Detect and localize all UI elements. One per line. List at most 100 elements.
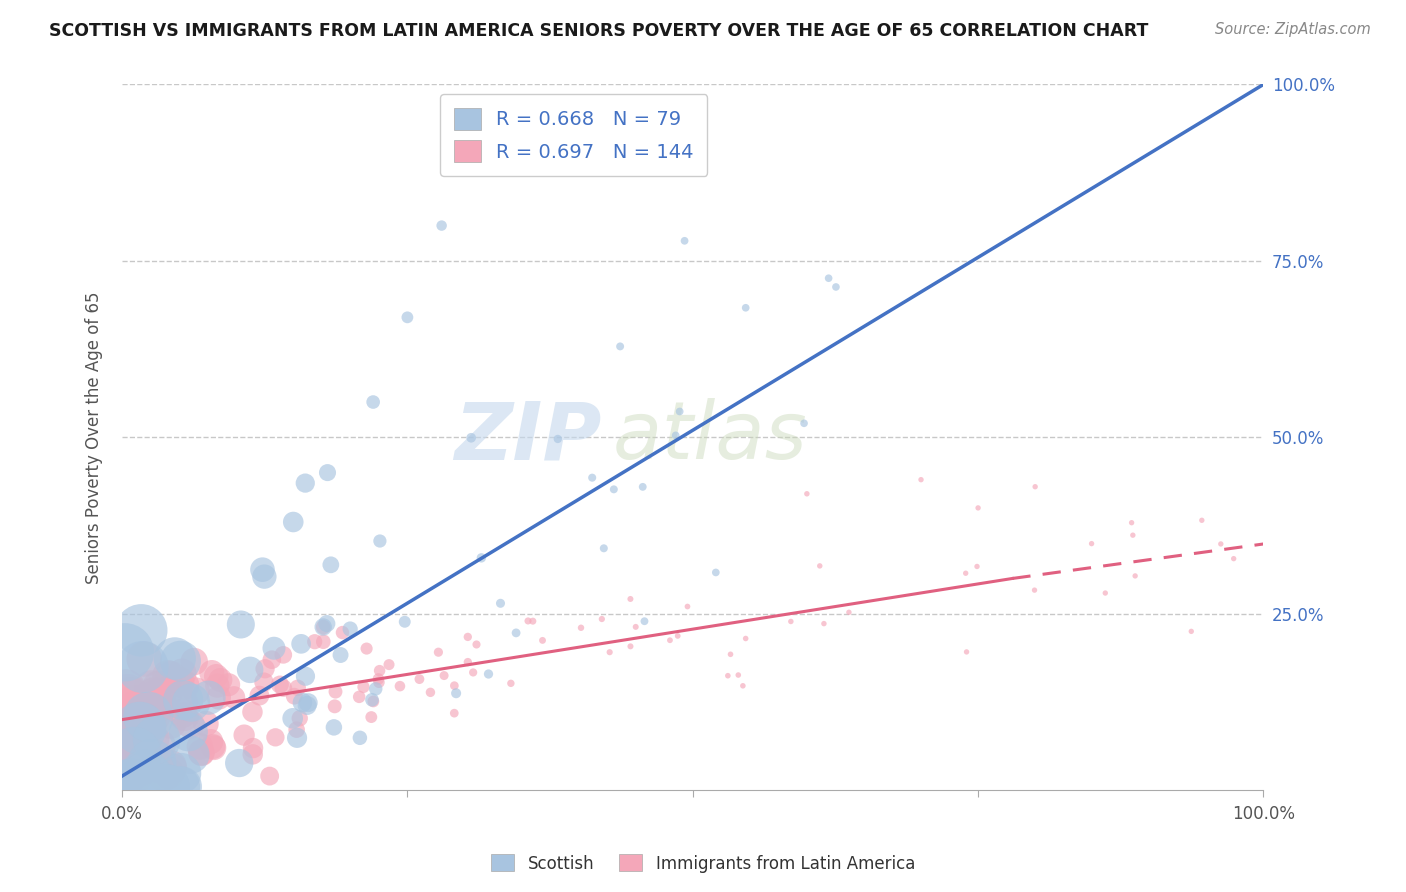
Point xyxy=(396,310,419,325)
Point xyxy=(633,614,655,628)
Text: SCOTTISH VS IMMIGRANTS FROM LATIN AMERICA SENIORS POVERTY OVER THE AGE OF 65 COR: SCOTTISH VS IMMIGRANTS FROM LATIN AMERIC… xyxy=(49,22,1149,40)
Point xyxy=(115,769,138,783)
Point xyxy=(183,655,205,669)
Point xyxy=(793,417,815,431)
Point xyxy=(197,690,219,705)
Point xyxy=(149,760,172,774)
Point xyxy=(269,677,291,691)
Point xyxy=(955,645,977,659)
Point xyxy=(146,699,169,714)
Point xyxy=(156,668,179,682)
Point xyxy=(242,747,264,762)
Point xyxy=(233,728,256,742)
Point xyxy=(360,710,382,724)
Point xyxy=(122,747,145,762)
Point xyxy=(353,680,375,694)
Point xyxy=(259,769,281,783)
Point xyxy=(115,718,138,732)
Point xyxy=(547,432,569,446)
Point xyxy=(156,780,179,794)
Text: ZIP: ZIP xyxy=(454,399,602,476)
Point xyxy=(288,711,311,725)
Point xyxy=(127,762,149,776)
Point xyxy=(142,687,165,701)
Point xyxy=(186,684,208,698)
Point xyxy=(253,675,276,690)
Point xyxy=(139,681,162,695)
Point xyxy=(242,705,264,719)
Point xyxy=(283,690,305,704)
Point xyxy=(118,689,141,703)
Point xyxy=(134,780,156,794)
Point xyxy=(734,301,756,315)
Text: Source: ZipAtlas.com: Source: ZipAtlas.com xyxy=(1215,22,1371,37)
Point xyxy=(142,709,165,723)
Point xyxy=(720,648,742,662)
Point xyxy=(619,640,641,654)
Point xyxy=(779,615,801,629)
Point xyxy=(202,740,225,755)
Point xyxy=(825,280,848,294)
Point xyxy=(207,679,229,693)
Point xyxy=(118,723,141,738)
Point xyxy=(673,234,696,248)
Point xyxy=(239,663,262,677)
Point xyxy=(190,746,212,760)
Point xyxy=(294,669,316,683)
Point xyxy=(581,471,603,485)
Point xyxy=(1121,516,1143,530)
Point xyxy=(569,621,592,635)
Point xyxy=(1094,586,1116,600)
Point xyxy=(222,690,245,705)
Point xyxy=(322,720,344,734)
Point xyxy=(173,696,195,710)
Point xyxy=(457,655,479,669)
Point xyxy=(668,404,690,418)
Point xyxy=(817,271,839,285)
Point xyxy=(619,591,641,606)
Point xyxy=(361,693,384,707)
Point xyxy=(218,678,240,692)
Point xyxy=(592,541,614,556)
Point xyxy=(1191,513,1213,527)
Point xyxy=(273,681,295,695)
Point xyxy=(312,620,335,634)
Point xyxy=(332,625,354,640)
Point xyxy=(120,780,142,794)
Point xyxy=(148,739,170,753)
Point xyxy=(253,569,276,583)
Point xyxy=(361,395,384,409)
Point xyxy=(273,648,295,662)
Point xyxy=(159,716,181,731)
Point xyxy=(319,558,342,572)
Point xyxy=(287,681,309,695)
Point xyxy=(1222,551,1244,566)
Point xyxy=(169,654,191,668)
Point xyxy=(347,690,370,704)
Point xyxy=(247,689,270,703)
Point xyxy=(323,699,346,714)
Point xyxy=(254,662,277,676)
Point xyxy=(388,679,411,693)
Point xyxy=(160,762,183,776)
Point xyxy=(966,559,988,574)
Point xyxy=(148,680,170,694)
Point xyxy=(172,706,194,721)
Point xyxy=(591,612,613,626)
Point xyxy=(129,624,152,638)
Point xyxy=(115,681,138,696)
Point xyxy=(295,698,318,713)
Point xyxy=(112,731,135,746)
Legend: R = 0.668   N = 79, R = 0.697   N = 144: R = 0.668 N = 79, R = 0.697 N = 144 xyxy=(440,95,707,176)
Point xyxy=(172,693,194,707)
Point xyxy=(252,563,274,577)
Point xyxy=(208,690,231,705)
Point xyxy=(444,686,467,700)
Point xyxy=(665,428,688,442)
Point xyxy=(489,596,512,610)
Point xyxy=(599,645,621,659)
Point xyxy=(145,780,167,794)
Point xyxy=(229,617,252,632)
Text: atlas: atlas xyxy=(613,399,807,476)
Point xyxy=(329,648,352,662)
